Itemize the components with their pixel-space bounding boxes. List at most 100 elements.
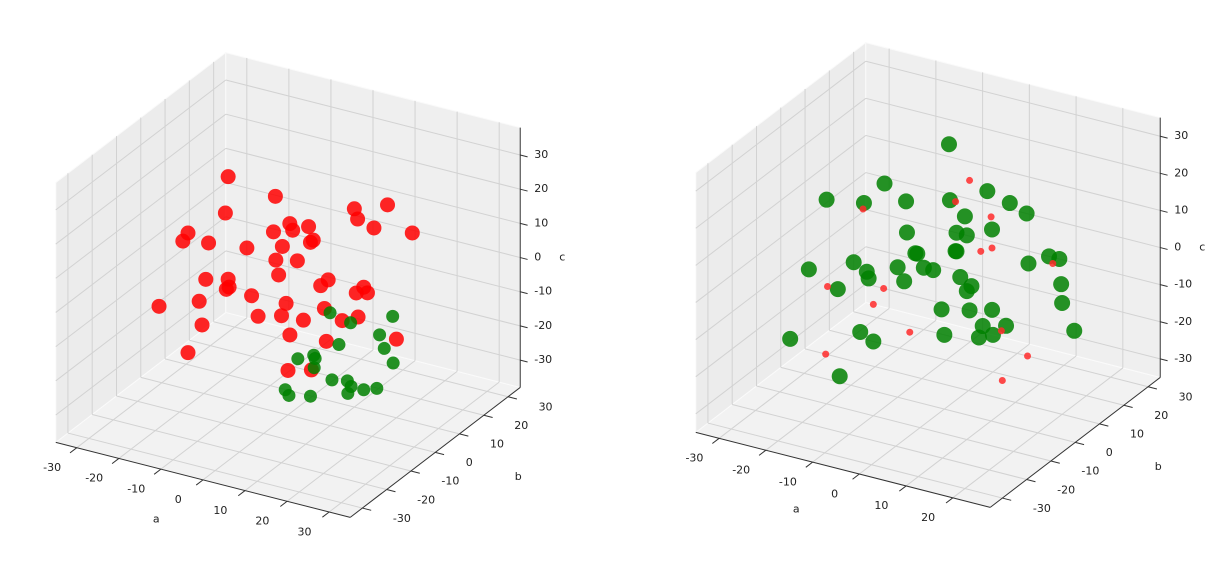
point — [273, 308, 289, 324]
point — [889, 259, 906, 276]
tick-mark — [459, 433, 469, 437]
point — [357, 383, 371, 397]
x-tick-label: -30 — [685, 452, 703, 465]
x-tick-label: 20 — [921, 511, 935, 524]
point — [963, 278, 980, 295]
point — [1018, 205, 1035, 222]
z-tick-label: -10 — [1174, 278, 1192, 291]
x-tick-label: -20 — [85, 472, 103, 485]
z-tick-label: 30 — [534, 148, 548, 161]
y-tick-label: -10 — [441, 475, 459, 488]
tick-mark — [520, 291, 528, 295]
tick-mark — [1160, 358, 1168, 362]
point — [958, 227, 975, 244]
point — [896, 273, 913, 290]
point — [250, 308, 266, 324]
grid-line — [865, 283, 1161, 360]
point — [325, 373, 339, 387]
z-tick-label: 20 — [1174, 166, 1188, 179]
tick-mark — [69, 447, 78, 454]
point — [180, 345, 196, 361]
point — [865, 333, 882, 350]
point — [194, 317, 210, 333]
point — [268, 252, 284, 268]
tick-mark — [1160, 247, 1168, 250]
x-tick-label: 20 — [255, 515, 269, 528]
point — [346, 201, 362, 217]
grid-line — [225, 284, 521, 361]
point — [952, 198, 960, 206]
tick-mark — [1026, 479, 1036, 483]
point — [987, 213, 995, 221]
z-tick-label: -30 — [534, 353, 552, 366]
point — [845, 254, 862, 271]
grid-line — [92, 414, 387, 490]
point — [218, 281, 234, 297]
grid-line — [804, 348, 1100, 425]
point — [829, 281, 846, 298]
y-tick-label: 0 — [466, 456, 473, 469]
z-tick-label: 10 — [534, 216, 548, 229]
y-tick-label: -10 — [1081, 465, 1099, 478]
y-axis-label: b — [515, 470, 522, 483]
point — [370, 381, 384, 395]
point — [988, 244, 996, 252]
point — [984, 301, 1001, 318]
tick-mark — [195, 479, 204, 486]
x-tick-label: -30 — [43, 461, 61, 474]
tick-mark — [483, 414, 493, 419]
grid-line — [756, 385, 1052, 462]
y-tick-label: 20 — [1154, 409, 1168, 422]
tick-mark — [712, 437, 720, 444]
point — [947, 243, 964, 260]
y-tick-label: -30 — [393, 512, 411, 525]
grid-line — [865, 60, 1161, 137]
point — [295, 312, 311, 328]
point — [997, 327, 1005, 335]
tick-mark — [153, 468, 162, 475]
grid-line — [865, 134, 1161, 211]
point — [1053, 276, 1070, 293]
grid-line — [865, 97, 1161, 174]
grid-line — [695, 209, 867, 340]
grid-line — [695, 246, 867, 378]
z-tick-label: 0 — [1174, 241, 1181, 254]
point — [940, 136, 957, 153]
y-tick-label: 10 — [490, 438, 504, 451]
tick-mark — [1050, 460, 1060, 464]
axis-line — [989, 377, 1161, 508]
axis-line — [695, 431, 991, 508]
point — [340, 374, 354, 388]
z-tick-label: -20 — [1174, 315, 1192, 328]
axis-line — [349, 387, 521, 518]
tick-mark — [805, 461, 813, 468]
grid-line — [695, 283, 867, 415]
tick-mark — [1075, 441, 1085, 446]
x-tick-label: -10 — [127, 482, 145, 495]
grid-line — [55, 216, 227, 348]
tick-mark — [520, 154, 528, 158]
point — [979, 183, 996, 200]
point — [303, 389, 317, 403]
point — [898, 193, 915, 210]
grid-line — [732, 404, 1027, 480]
point — [998, 377, 1006, 385]
point — [318, 333, 334, 349]
z-axis-label: c — [559, 251, 565, 264]
grid-line — [213, 321, 509, 398]
point — [974, 318, 991, 335]
x-tick-label: 10 — [213, 504, 227, 517]
grid-line — [116, 395, 412, 472]
point — [822, 350, 830, 358]
grid-line — [55, 113, 227, 245]
point — [824, 283, 832, 291]
tick-mark — [898, 485, 907, 492]
point — [858, 263, 875, 280]
point — [800, 261, 817, 278]
tick-mark — [111, 458, 120, 465]
point — [244, 288, 260, 304]
x-axis-label: a — [793, 503, 800, 516]
grid-line — [865, 209, 1161, 286]
point — [332, 338, 346, 352]
point — [278, 295, 294, 311]
